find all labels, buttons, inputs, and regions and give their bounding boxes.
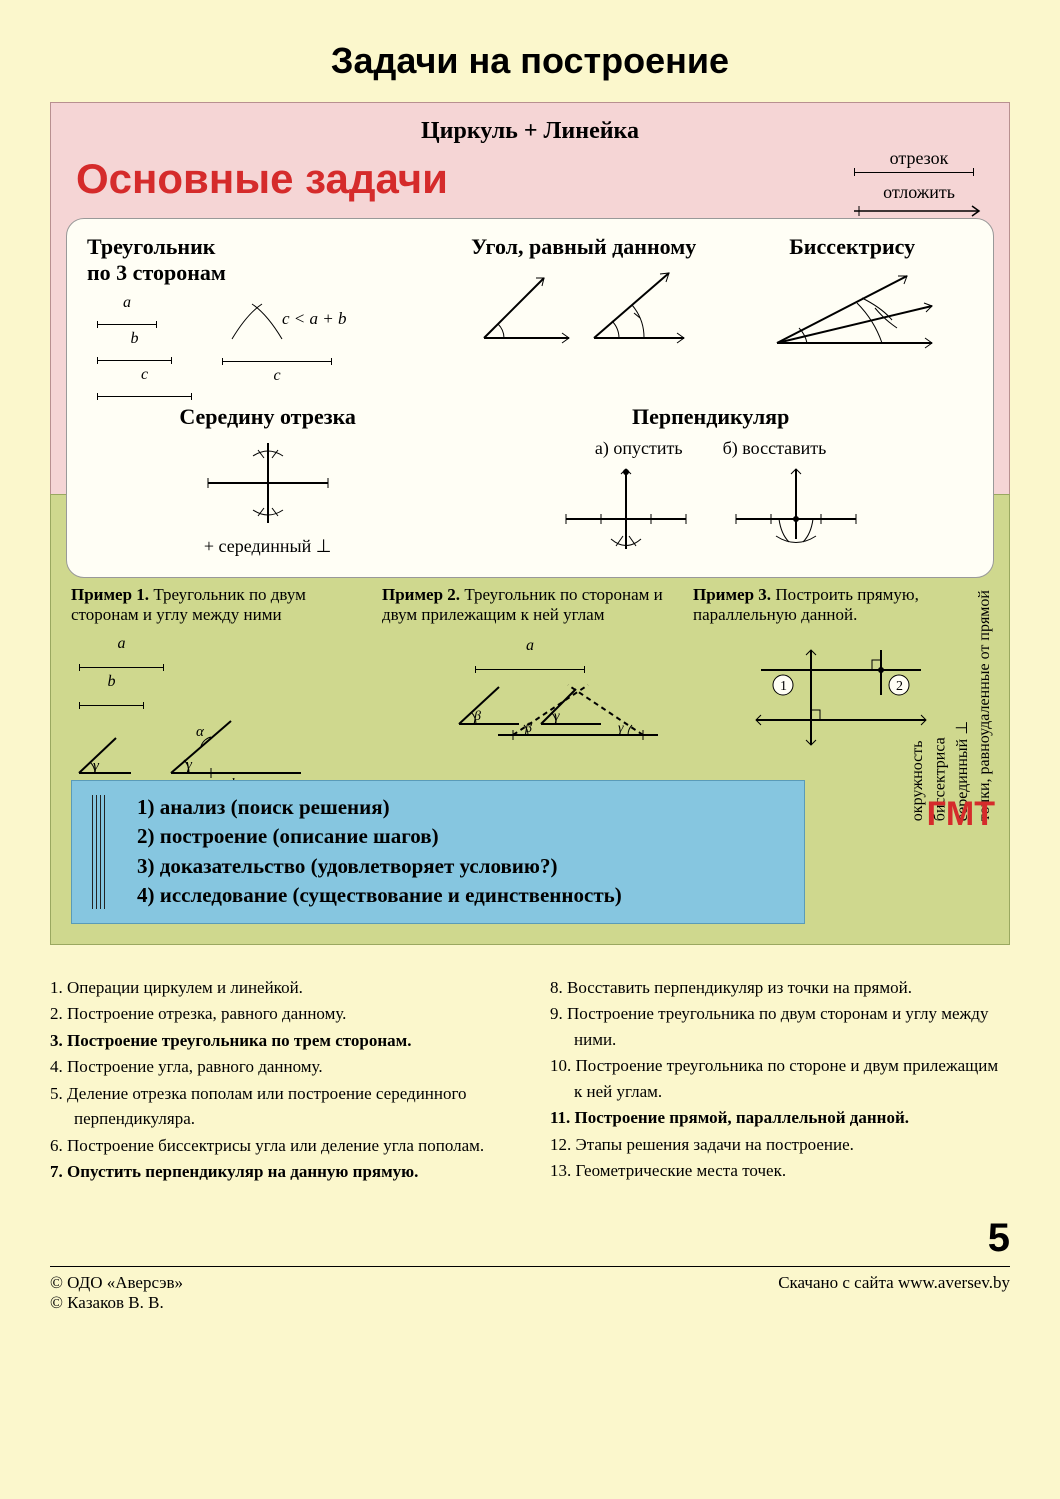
angle-diagram <box>436 268 731 358</box>
download-note: Скачано с сайта www.aversev.by <box>778 1273 1010 1313</box>
list-item: 11. Построение прямой, параллельной данн… <box>550 1105 1010 1131</box>
svg-text:γ: γ <box>186 757 193 773</box>
svg-text:2: 2 <box>896 679 903 694</box>
triangle-condition: c < a + b <box>282 309 347 329</box>
list-item: 6. Построение биссектрисы угла или делен… <box>50 1133 510 1159</box>
perp-diagram <box>541 464 881 554</box>
segment-label-bottom: отложить <box>854 182 984 203</box>
midpoint-title: Середину отрезка <box>179 404 356 430</box>
perp-sub-a: а) опустить <box>595 438 683 459</box>
page-number: 5 <box>50 1216 1010 1261</box>
steps-box: 1) анализ (поиск решения) 2) построение … <box>71 780 805 924</box>
page-footer: © ОДО «Аверсэв» © Казаков В. В. Скачано … <box>50 1266 1010 1313</box>
midpoint-footnote: + серединный ⊥ <box>179 536 356 557</box>
step-1: 1) анализ (поиск решения) <box>137 793 789 822</box>
gmt-sidebar: окружность биссектриса серединный ⊥ точк… <box>907 590 997 821</box>
gmt-label: ГМТ <box>927 795 995 834</box>
list-item: 10. Построение треугольника по стороне и… <box>550 1053 1010 1104</box>
list-item: 7. Опустить перпендикуляр на данную прям… <box>50 1159 510 1185</box>
triangle-title: Треугольникпо 3 сторонам <box>87 234 436 286</box>
svg-text:α: α <box>196 724 205 740</box>
svg-text:γ: γ <box>93 758 100 774</box>
example-2: Пример 2. Треугольник по сторонам и двум… <box>382 585 678 765</box>
step-3: 3) доказательство (удовлетворяет условию… <box>137 852 789 881</box>
list-item: 13. Геометрические места точек. <box>550 1158 1010 1184</box>
red-heading: Основные задачи <box>76 155 989 203</box>
tool-title: Циркуль + Линейка <box>71 118 989 145</box>
ray-icon <box>854 203 984 219</box>
list-item: 9. Построение треугольника по двум сторо… <box>550 1001 1010 1052</box>
svg-text:a: a <box>573 738 581 740</box>
list-item: 3. Построение треугольника по трем сторо… <box>50 1028 510 1054</box>
list-item: 2. Построение отрезка, равного данному. <box>50 1001 510 1027</box>
segment-label-top: отрезок <box>854 148 984 169</box>
example-1: Пример 1. Треугольник по двум сторонам и… <box>71 585 367 765</box>
svg-text:1: 1 <box>780 679 787 694</box>
list-item: 8. Восставить перпендикуляр из точки на … <box>550 975 1010 1001</box>
svg-text:β: β <box>524 721 532 736</box>
list-item: 1. Операции циркулем и линейкой. <box>50 975 510 1001</box>
arc-cross-icon <box>227 299 287 344</box>
step-2: 2) построение (описание шагов) <box>137 822 789 851</box>
pink-section: Циркуль + Линейка Основные задачи отрезо… <box>50 102 1010 564</box>
step-4: 4) исследование (существование и единств… <box>137 881 789 910</box>
copyright-2: © Казаков В. В. <box>50 1293 183 1313</box>
constructions-card: Треугольникпо 3 сторонам a b c <box>66 218 994 578</box>
bisector-title: Биссектрису <box>731 234 973 260</box>
segment-legend: отрезок отложить <box>854 148 984 224</box>
page-title: Задачи на построение <box>50 40 1010 82</box>
perp-sub-b: б) восставить <box>723 438 827 459</box>
copyright-1: © ОДО «Аверсэв» <box>50 1273 183 1293</box>
midpoint-diagram <box>179 438 356 528</box>
list-item: 5. Деление отрезка пополам или построени… <box>50 1081 510 1132</box>
triangle-diagram: a b c c < a + b <box>87 294 436 384</box>
list-item: 12. Этапы решения задачи на построение. <box>550 1132 1010 1158</box>
list-item: 4. Построение угла, равного данному. <box>50 1054 510 1080</box>
perp-title: Перпендикуляр <box>541 404 881 430</box>
numbered-list: 1. Операции циркулем и линейкой.2. Постр… <box>50 975 1010 1186</box>
bisector-diagram <box>731 268 973 358</box>
svg-text:γ: γ <box>618 721 624 736</box>
angle-title: Угол, равный данному <box>436 234 731 260</box>
